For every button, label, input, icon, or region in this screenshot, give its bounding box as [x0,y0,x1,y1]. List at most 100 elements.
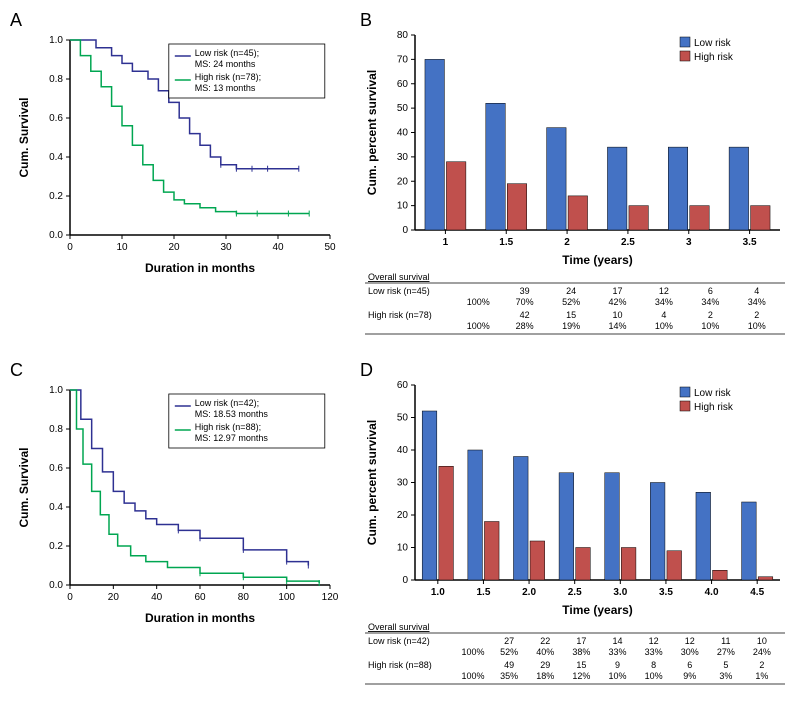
svg-text:Low risk (n=42);: Low risk (n=42); [195,398,259,408]
svg-text:100%: 100% [467,321,490,331]
svg-text:4.5: 4.5 [750,587,764,598]
svg-text:Low risk (n=45);: Low risk (n=45); [195,48,259,58]
svg-text:11: 11 [721,636,730,646]
svg-text:Low risk: Low risk [694,388,732,399]
svg-text:12: 12 [685,636,695,646]
svg-text:Duration in months: Duration in months [145,611,255,625]
svg-text:MS: 12.97 months: MS: 12.97 months [195,433,269,443]
svg-text:0.4: 0.4 [49,502,63,513]
svg-text:12: 12 [659,286,669,296]
svg-text:42%: 42% [608,297,626,307]
panel-b: B 0102030405060708011.522.533.5Time (yea… [360,10,795,345]
svg-text:0.2: 0.2 [49,541,63,552]
svg-text:2.5: 2.5 [621,237,635,248]
panel-b-label: B [360,10,372,31]
svg-text:3.5: 3.5 [659,587,673,598]
svg-text:1.0: 1.0 [49,35,63,46]
svg-text:49: 49 [504,660,514,670]
svg-text:High risk (n=78): High risk (n=78) [368,310,432,320]
svg-text:Cum. Survival: Cum. Survival [17,447,31,527]
svg-text:0.0: 0.0 [49,230,63,241]
panel-c: C 0.00.20.40.60.81.0020406080100120Durat… [10,360,350,695]
svg-text:Time (years): Time (years) [562,603,632,617]
panel-d-label: D [360,360,373,381]
svg-text:50: 50 [397,103,409,114]
svg-text:40: 40 [397,128,409,139]
svg-text:42: 42 [520,310,530,320]
svg-text:6: 6 [708,286,713,296]
svg-text:27: 27 [504,636,514,646]
svg-text:1%: 1% [755,671,768,681]
svg-text:60: 60 [397,79,409,90]
svg-text:9%: 9% [683,671,696,681]
svg-text:30: 30 [397,152,409,163]
panel-c-chart: 0.00.20.40.60.81.0020406080100120Duratio… [10,360,340,630]
panel-c-label: C [10,360,23,381]
svg-text:60: 60 [194,592,206,603]
svg-text:10%: 10% [701,321,719,331]
svg-text:52%: 52% [562,297,580,307]
svg-text:4: 4 [661,310,666,320]
svg-text:High risk (n=78);: High risk (n=78); [195,72,261,82]
svg-text:12: 12 [649,636,659,646]
svg-text:0.6: 0.6 [49,463,63,474]
svg-text:Cum. percent survival: Cum. percent survival [365,420,379,545]
svg-text:1.5: 1.5 [476,587,490,598]
svg-text:Cum. Survival: Cum. Survival [17,97,31,177]
svg-text:70%: 70% [516,297,534,307]
svg-text:2.0: 2.0 [522,587,536,598]
svg-text:MS: 18.53 months: MS: 18.53 months [195,409,269,419]
svg-text:3.0: 3.0 [613,587,627,598]
svg-text:10%: 10% [608,671,626,681]
svg-text:0.6: 0.6 [49,113,63,124]
svg-text:10: 10 [116,242,128,253]
panel-d-chart: 01020304050601.01.52.02.53.03.54.04.5Tim… [360,360,790,690]
svg-text:24%: 24% [753,647,771,657]
svg-text:38%: 38% [572,647,590,657]
svg-text:0: 0 [402,225,408,236]
svg-text:0.2: 0.2 [49,191,63,202]
svg-text:10: 10 [397,543,409,554]
svg-text:40: 40 [272,242,284,253]
svg-text:20: 20 [397,510,409,521]
figure-grid: A 0.00.20.40.60.81.001020304050Duration … [10,10,795,695]
svg-text:3: 3 [686,237,692,248]
svg-text:40: 40 [397,445,409,456]
svg-text:52%: 52% [500,647,518,657]
svg-text:20: 20 [108,592,120,603]
svg-text:High risk (n=88): High risk (n=88) [368,660,432,670]
svg-text:2: 2 [564,237,570,248]
svg-text:Time (years): Time (years) [562,253,632,267]
svg-text:50: 50 [324,242,336,253]
svg-text:15: 15 [566,310,576,320]
panel-b-chart: 0102030405060708011.522.533.5Time (years… [360,10,790,340]
svg-text:34%: 34% [655,297,673,307]
svg-text:35%: 35% [500,671,518,681]
svg-text:50: 50 [397,413,409,424]
svg-text:0.4: 0.4 [49,152,63,163]
svg-text:40%: 40% [536,647,554,657]
svg-text:34%: 34% [748,297,766,307]
svg-text:Duration in months: Duration in months [145,261,255,275]
svg-text:14: 14 [612,636,622,646]
svg-text:60: 60 [397,380,409,391]
svg-text:29: 29 [540,660,550,670]
svg-text:1.0: 1.0 [49,385,63,396]
svg-text:12%: 12% [572,671,590,681]
svg-text:33%: 33% [608,647,626,657]
panel-d: D 01020304050601.01.52.02.53.03.54.04.5T… [360,360,795,695]
svg-text:0: 0 [402,575,408,586]
svg-text:19%: 19% [562,321,580,331]
svg-text:39: 39 [520,286,530,296]
svg-text:30: 30 [397,478,409,489]
svg-text:MS: 13 months: MS: 13 months [195,83,256,93]
svg-text:80: 80 [238,592,250,603]
svg-text:24: 24 [566,286,576,296]
svg-text:70: 70 [397,54,409,65]
svg-text:20: 20 [168,242,180,253]
svg-text:4: 4 [754,286,759,296]
svg-text:8: 8 [651,660,656,670]
svg-text:6: 6 [687,660,692,670]
svg-text:1: 1 [443,237,449,248]
svg-text:Low risk (n=45): Low risk (n=45) [368,286,430,296]
